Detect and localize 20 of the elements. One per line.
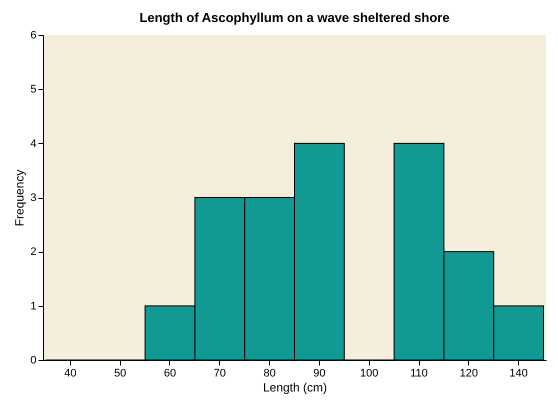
x-tick-label: 110 (410, 368, 428, 380)
x-tick-label: 140 (509, 368, 528, 380)
y-tick-label: 3 (30, 192, 36, 204)
x-tick-label: 80 (263, 368, 276, 380)
y-tick-label: 2 (30, 246, 36, 258)
y-tick-label: 4 (30, 138, 36, 150)
y-axis-title: Frequency (12, 170, 26, 226)
chart-title: Length of Ascophyllum on a wave sheltered shore (139, 10, 450, 25)
x-axis-title: Length (cm) (262, 380, 328, 394)
x-tick-label: 40 (64, 368, 77, 380)
y-tick-label: 5 (30, 84, 36, 96)
x-tick-label: 120 (460, 368, 478, 380)
x-tick-label: 50 (114, 368, 126, 380)
x-tick-label: 60 (164, 368, 176, 380)
y-tick-label: 0 (30, 354, 36, 366)
x-tick-label: 90 (313, 368, 326, 380)
y-tick-label: 1 (30, 300, 36, 312)
x-tick-label: 70 (214, 368, 226, 380)
y-tick-label: 6 (30, 30, 36, 42)
x-tick-label: 100 (360, 368, 378, 380)
